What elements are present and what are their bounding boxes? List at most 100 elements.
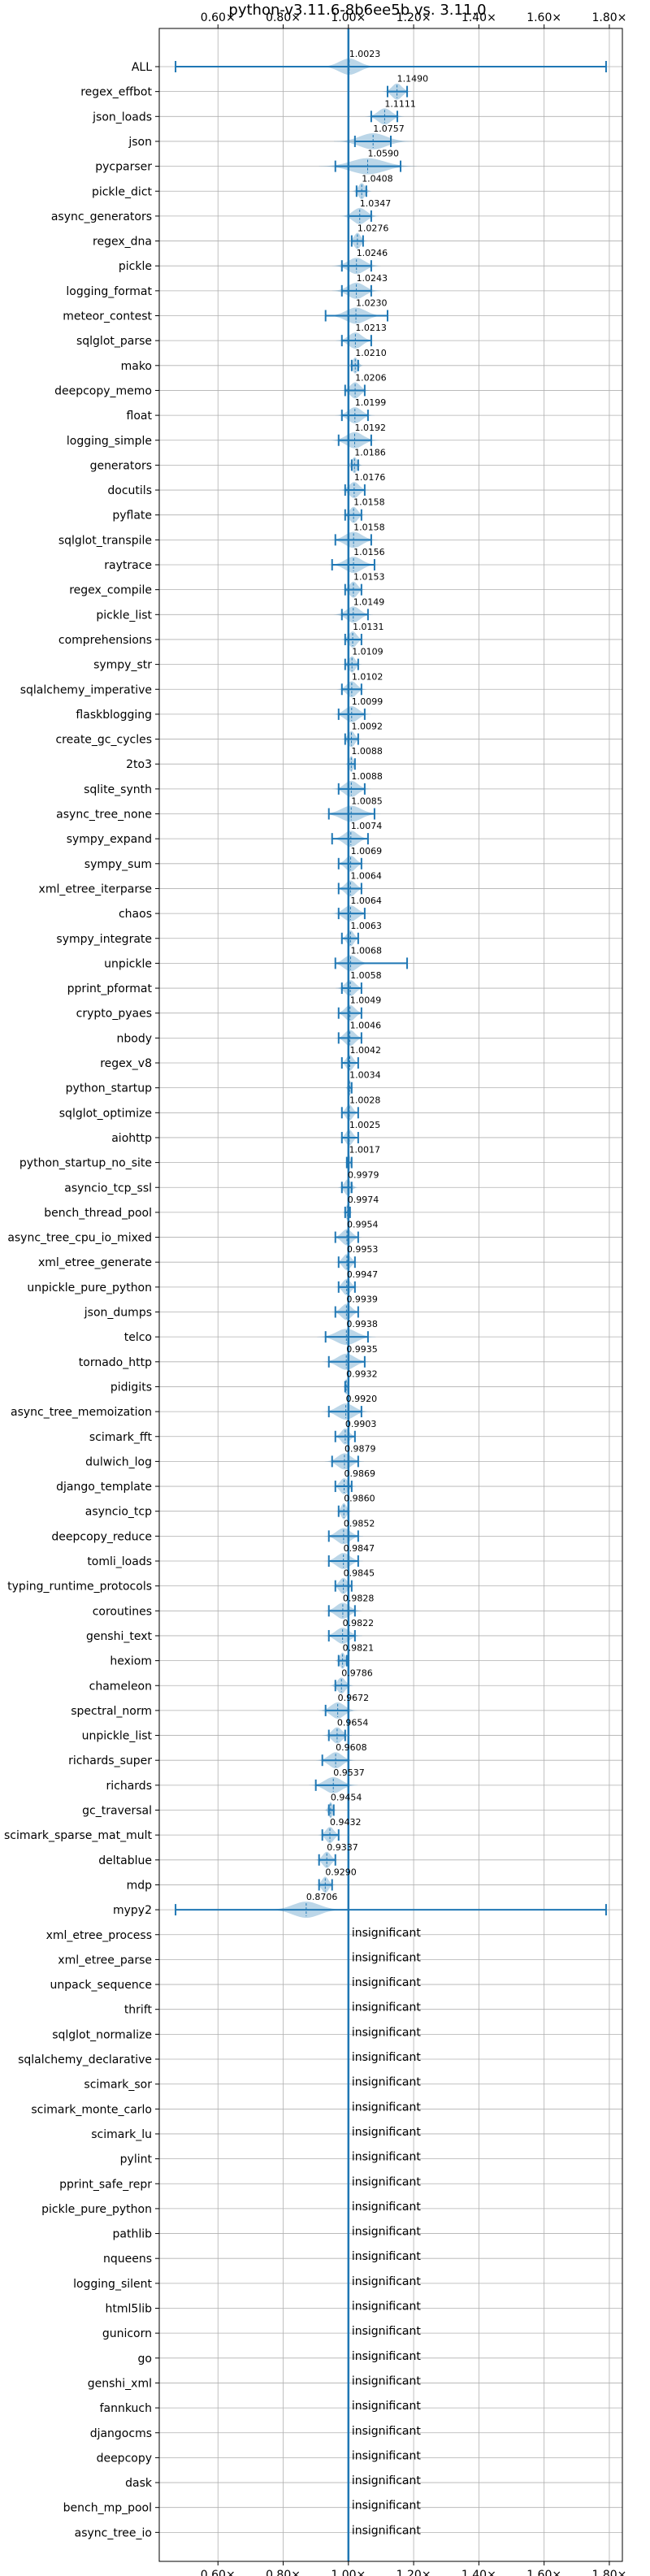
benchmark-label: xml_etree_process	[46, 1929, 152, 1942]
benchmark-label: scimark_sparse_mat_mult	[4, 1829, 152, 1842]
benchmark-label: deltablue	[98, 1854, 152, 1867]
value-label: 0.9822	[343, 1618, 375, 1628]
insignificant-label: insignificant	[352, 1927, 422, 1940]
value-label: 1.0199	[355, 397, 387, 408]
benchmark-label: python_startup_no_site	[20, 1157, 152, 1170]
benchmark-label: genshi_xml	[88, 2377, 152, 2390]
benchmark-label: django_template	[56, 1481, 152, 1494]
value-label: 1.0192	[355, 423, 387, 433]
chart-title: python-v3.11.6-8b6ee5b vs. 3.11.0	[228, 2, 486, 19]
value-label: 1.0017	[349, 1145, 380, 1156]
benchmark-label: tornado_http	[79, 1356, 152, 1369]
value-label: 0.9979	[348, 1169, 379, 1180]
benchmark-label: flaskblogging	[76, 709, 152, 722]
insignificant-label: insignificant	[352, 2201, 422, 2214]
value-label: 1.0068	[351, 945, 383, 956]
insignificant-label: insignificant	[352, 2001, 422, 2014]
benchmark-label: pickle_dict	[92, 185, 153, 198]
benchmark-label: pycparser	[95, 161, 152, 174]
value-label: 1.0590	[368, 149, 400, 159]
benchmark-label: nbody	[117, 1032, 153, 1045]
value-label: 0.9821	[343, 1643, 375, 1654]
benchmark-label: raytrace	[104, 559, 152, 572]
benchmark-label: asyncio_tcp_ssl	[64, 1182, 152, 1195]
benchmark-label: pidigits	[110, 1381, 152, 1394]
benchmark-label: json_loads	[92, 111, 152, 124]
x-tick-label-bottom: 1.40×	[462, 2569, 496, 2576]
benchmark-label: generators	[90, 459, 152, 472]
x-tick-label-top: 1.20×	[396, 11, 431, 24]
benchmark-label: comprehensions	[58, 634, 152, 647]
x-tick-label-bottom: 1.80×	[592, 2569, 626, 2576]
benchmark-label: spectral_norm	[71, 1705, 152, 1718]
value-label: 1.0206	[355, 372, 387, 383]
benchmark-label: pprint_pformat	[67, 982, 153, 995]
benchmark-label: mypy2	[113, 1904, 152, 1917]
x-tick-label-top: 0.60×	[201, 11, 236, 24]
value-label: 1.0023	[349, 49, 381, 59]
value-label: 1.0153	[353, 572, 385, 583]
value-label: 0.9920	[346, 1394, 378, 1404]
benchmark-label: typing_runtime_protocols	[7, 1581, 152, 1594]
benchmark-label: ALL	[132, 61, 152, 74]
value-label: 0.9290	[325, 1867, 357, 1877]
benchmark-label: xml_etree_iterparse	[39, 883, 152, 896]
value-label: 1.0028	[349, 1095, 381, 1105]
value-label: 1.0131	[353, 622, 384, 632]
insignificant-label: insignificant	[352, 2126, 422, 2139]
benchmark-label: dask	[125, 2477, 153, 2490]
value-label: 0.9903	[345, 1419, 377, 1429]
benchmark-label: logging_simple	[67, 435, 152, 448]
value-label: 0.9432	[330, 1817, 362, 1828]
benchmark-label: pyflate	[112, 510, 152, 523]
benchmark-label: regex_dna	[93, 236, 152, 249]
insignificant-label: insignificant	[352, 1976, 422, 1989]
benchmark-label: json_dumps	[84, 1307, 152, 1320]
labels-layer: 0.60× 0.60× 0.80× 0.80× 1.00× 1.00× 1.20× 1.20×…	[4, 11, 626, 2576]
insignificant-label: insignificant	[352, 2374, 422, 2387]
value-label: 0.9786	[341, 1667, 373, 1678]
benchmark-label: pprint_safe_repr	[59, 2178, 152, 2191]
benchmark-label: sympy_expand	[67, 833, 152, 846]
insignificant-label: insignificant	[352, 2250, 422, 2263]
value-label: 0.9932	[346, 1368, 378, 1379]
value-label: 0.9935	[346, 1344, 378, 1355]
value-label: 1.0757	[373, 124, 405, 134]
value-label: 1.0408	[362, 173, 393, 184]
benchmark-label: 2to3	[126, 758, 152, 771]
benchmark-label: unpickle_pure_python	[27, 1281, 152, 1295]
value-label: 0.9337	[327, 1842, 358, 1853]
benchmark-label: gc_traversal	[82, 1805, 152, 1818]
insignificant-label: insignificant	[352, 2175, 422, 2188]
x-tick-label-top: 0.80×	[266, 11, 301, 24]
insignificant-label: insignificant	[352, 2301, 422, 2314]
value-label: 1.0243	[357, 273, 388, 284]
benchmark-label: tomli_loads	[87, 1555, 152, 1568]
benchmark-label: chaos	[119, 908, 152, 921]
insignificant-label: insignificant	[352, 2524, 422, 2537]
benchmark-label: bench_mp_pool	[63, 2502, 152, 2515]
benchmark-label: sqlalchemy_declarative	[18, 2053, 152, 2066]
insignificant-label: insignificant	[352, 2400, 422, 2413]
value-label: 0.9953	[347, 1244, 379, 1255]
value-label: 1.0049	[350, 995, 382, 1006]
insignificant-label: insignificant	[352, 2350, 422, 2363]
x-tick-label-top: 1.80×	[592, 11, 626, 24]
insignificant-label: insignificant	[352, 2151, 422, 2164]
benchmark-label: unpickle_list	[82, 1730, 153, 1743]
x-tick-label-top: 1.40×	[462, 11, 496, 24]
benchmark-label: richards_super	[68, 1754, 152, 1767]
benchmark-label: sqlite_synth	[84, 783, 152, 796]
value-label: 0.9860	[344, 1494, 375, 1504]
value-label: 1.0156	[353, 547, 385, 557]
benchmark-label: sqlglot_normalize	[52, 2028, 152, 2041]
value-label: 0.9879	[344, 1443, 376, 1454]
value-label: 0.9852	[344, 1518, 375, 1529]
benchmark-label: sympy_str	[93, 659, 152, 672]
value-label: 0.9954	[347, 1220, 379, 1230]
benchmark-label: scimark_lu	[91, 2128, 152, 2141]
value-label: 1.0074	[351, 821, 383, 831]
benchmark-label: docutils	[107, 484, 152, 497]
benchmark-label: sympy_integrate	[56, 933, 152, 946]
